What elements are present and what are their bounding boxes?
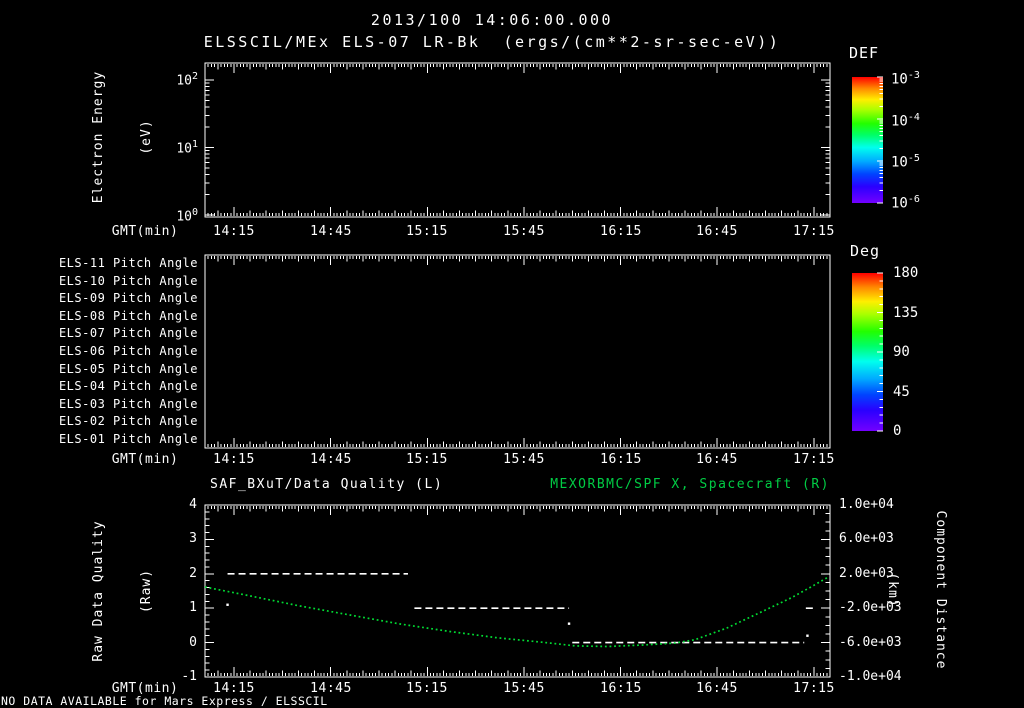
pitch-row-label: ELS-11 Pitch Angle: [58, 256, 198, 270]
energy-ytick-1: 100: [176, 207, 198, 225]
pitch-row-label: ELS-10 Pitch Angle: [58, 274, 198, 288]
quality-left-tick: 2: [189, 566, 197, 581]
quality-plot-title-left: SAF_BXuT/Data Quality (L): [210, 477, 444, 492]
deg-colorbar-title: Deg: [850, 242, 881, 260]
pitch-row-label: ELS-06 Pitch Angle: [58, 344, 198, 358]
deg-colorbar-tick: 45: [893, 384, 910, 400]
quality-left-tick: -1: [181, 669, 197, 684]
x-tick-label: 15:45: [503, 452, 545, 467]
deg-colorbar-tick: 180: [893, 265, 919, 281]
energy-x-axis-labels: GMT(min) 14:15 14:45 15:15 15:45 16:15 1…: [0, 224, 1024, 240]
page-title-dataset: ELSSCIL/MEx ELS-07 LR-Bk (ergs/(cm**2-sr…: [203, 33, 781, 51]
x-tick-label: 14:45: [310, 224, 352, 239]
def-colorbar-tick: 10-6: [891, 194, 920, 212]
raw-quality-axis-label-line2: (Raw): [139, 568, 154, 614]
deg-colorbar-tick: 135: [893, 305, 919, 321]
energy-axis-label-line1: Electron Energy: [91, 70, 106, 204]
x-tick-label: 15:15: [406, 224, 448, 239]
pitch-row-label: ELS-07 Pitch Angle: [58, 326, 198, 340]
pitch-row-label: ELS-04 Pitch Angle: [58, 379, 198, 393]
gmt-axis-label: GMT(min): [111, 452, 179, 467]
def-colorbar-tick: 10-3: [891, 70, 920, 88]
gmt-axis-label: GMT(min): [111, 681, 179, 696]
x-tick-label: 15:45: [503, 681, 545, 696]
deg-colorbar: [852, 273, 883, 431]
x-tick-label: 17:15: [793, 452, 835, 467]
x-tick-label: 15:15: [406, 681, 448, 696]
def-colorbar-title: DEF: [849, 44, 880, 62]
no-data-message: NO DATA AVAILABLE for Mars Express / ELS…: [1, 694, 328, 708]
pitch-x-axis-labels: GMT(min) 14:15 14:45 15:15 15:45 16:15 1…: [0, 452, 1024, 468]
quality-left-tick: 4: [189, 497, 197, 512]
pitch-row-label: ELS-09 Pitch Angle: [58, 291, 198, 305]
x-tick-label: 16:15: [600, 452, 642, 467]
pitch-row-label: ELS-01 Pitch Angle: [58, 432, 198, 446]
x-tick-label: 14:15: [213, 224, 255, 239]
pitch-row-label: ELS-08 Pitch Angle: [58, 309, 198, 323]
raw-quality-axis-label-line1: Raw Data Quality: [91, 520, 106, 662]
deg-colorbar-tick: 90: [893, 344, 910, 360]
component-distance-axis-label: Component Distance (km): [885, 490, 980, 690]
x-tick-label: 15:45: [503, 224, 545, 239]
x-tick-label: 15:15: [406, 452, 448, 467]
x-tick-label: 16:45: [696, 681, 738, 696]
page-title-datetime: 2013/100 14:06:00.000: [370, 11, 614, 29]
x-tick-label: 14:15: [213, 452, 255, 467]
x-tick-label: 16:45: [696, 224, 738, 239]
energy-spectrogram-plot-area: [205, 63, 830, 217]
x-tick-label: 16:45: [696, 452, 738, 467]
distance-right-tick: -6.0e+03: [839, 635, 902, 650]
def-colorbar: [852, 77, 883, 203]
gmt-axis-label: GMT(min): [111, 224, 179, 239]
distance-right-tick: -2.0e+03: [839, 600, 902, 615]
pitch-row-label: ELS-02 Pitch Angle: [58, 414, 198, 428]
component-distance-axis-label-line1: Component Distance: [933, 510, 948, 670]
deg-colorbar-tick: 0: [893, 423, 902, 439]
quality-left-tick: 0: [189, 635, 197, 650]
x-tick-label: 17:15: [793, 681, 835, 696]
def-colorbar-tick: 10-5: [891, 153, 920, 171]
distance-right-tick: -1.0e+04: [839, 669, 902, 684]
x-tick-label: 16:15: [600, 681, 642, 696]
x-tick-label: 14:15: [213, 681, 255, 696]
quality-distance-plot-area: [205, 505, 830, 677]
x-tick-label: 14:45: [310, 452, 352, 467]
component-distance-axis-label-line2: (km): [885, 572, 900, 608]
pitch-row-label: ELS-05 Pitch Angle: [58, 362, 198, 376]
distance-right-tick: 1.0e+04: [839, 497, 894, 512]
distance-right-tick: 6.0e+03: [839, 531, 894, 546]
energy-axis-label-line2: (eV): [139, 119, 154, 155]
energy-ytick-10: 101: [176, 139, 198, 157]
energy-axis-label: Electron Energy (eV): [59, 37, 154, 237]
raw-quality-axis-label: Raw Data Quality (Raw): [59, 491, 154, 691]
x-tick-label: 16:15: [600, 224, 642, 239]
energy-ytick-100: 102: [176, 71, 198, 89]
quality-plot-title-right: MEXORBMC/SPF X, Spacecraft (R): [550, 477, 830, 492]
pitch-row-label: ELS-03 Pitch Angle: [58, 397, 198, 411]
quality-left-tick: 1: [189, 600, 197, 615]
x-tick-label: 17:15: [793, 224, 835, 239]
x-tick-label: 14:45: [310, 681, 352, 696]
quality-left-tick: 3: [189, 531, 197, 546]
pitch-angle-plot-area: [205, 255, 830, 448]
def-colorbar-tick: 10-4: [891, 112, 920, 130]
quality-x-axis-labels: GMT(min) 14:15 14:45 15:15 15:45 16:15 1…: [0, 681, 1024, 697]
distance-right-tick: 2.0e+03: [839, 566, 894, 581]
